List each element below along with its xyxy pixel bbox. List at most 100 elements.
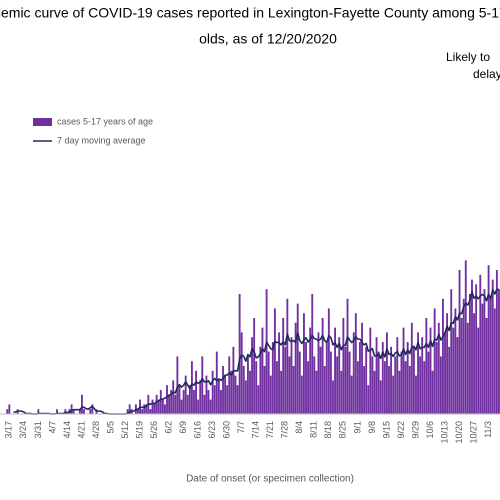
bar	[483, 289, 486, 414]
bar	[203, 394, 206, 414]
bar	[313, 356, 316, 414]
x-tick-label: 8/18	[323, 421, 333, 439]
bar	[377, 351, 380, 414]
x-tick-label: 4/7	[47, 421, 57, 434]
bar	[228, 356, 231, 414]
bar	[491, 279, 494, 414]
x-tick-label: 9/22	[396, 421, 406, 439]
x-axis-title: Date of onset (or specimen collection)	[186, 474, 354, 485]
bar	[141, 409, 144, 414]
bar	[205, 375, 208, 414]
bar	[406, 342, 409, 414]
bar	[170, 390, 173, 414]
x-tick-label: 8/25	[338, 421, 348, 439]
bar	[327, 308, 330, 414]
annotation: delay	[473, 67, 500, 81]
bar	[498, 289, 500, 414]
bar	[292, 366, 295, 414]
bar	[435, 342, 438, 414]
bar	[468, 294, 471, 414]
chart-title: demic curve of COVID-19 cases reported i…	[0, 5, 500, 21]
bar	[6, 409, 9, 414]
bar	[305, 342, 307, 414]
bar	[388, 366, 390, 414]
bar	[329, 351, 332, 414]
legend-label: 7 day moving average	[57, 135, 146, 145]
bar	[307, 361, 310, 414]
bar	[385, 332, 388, 414]
bar	[296, 303, 299, 414]
bar	[261, 327, 264, 414]
bar	[425, 318, 428, 414]
bar	[166, 385, 168, 414]
bar	[269, 375, 272, 414]
bar	[350, 375, 353, 414]
bar	[464, 260, 467, 414]
bar	[442, 298, 444, 414]
bar	[182, 390, 185, 414]
bar	[153, 404, 156, 414]
bar	[197, 399, 200, 414]
bar	[180, 399, 183, 414]
bar	[419, 356, 422, 414]
bar	[383, 361, 386, 414]
bar	[298, 351, 301, 414]
bar	[473, 313, 475, 414]
bar	[267, 351, 270, 414]
bar	[421, 337, 424, 414]
bar	[365, 346, 368, 414]
annotation: Likely to	[446, 50, 490, 64]
bar	[334, 327, 336, 414]
bar	[91, 404, 94, 414]
bar	[255, 361, 258, 414]
bar	[174, 394, 177, 414]
bar	[145, 404, 148, 414]
bar	[249, 370, 251, 414]
moving-average-line	[13, 288, 500, 415]
bar	[466, 322, 469, 414]
bar	[89, 409, 92, 414]
bar	[493, 308, 496, 414]
bar	[251, 337, 254, 414]
x-tick-label: 6/23	[207, 421, 217, 439]
bar	[128, 404, 131, 414]
bar	[215, 351, 218, 414]
bar	[417, 332, 419, 414]
bar	[439, 356, 442, 414]
chart-subtitle: olds, as of 12/20/2020	[199, 31, 337, 47]
bar	[284, 346, 287, 414]
bar	[8, 404, 11, 414]
x-tick-label: 6/16	[193, 421, 203, 439]
x-tick-label: 5/19	[134, 421, 144, 439]
bar	[433, 308, 436, 414]
bar	[477, 327, 480, 414]
bar	[78, 409, 81, 414]
bar	[300, 375, 303, 414]
bar	[460, 318, 463, 414]
bar	[321, 318, 324, 414]
bar	[359, 342, 361, 414]
bar	[495, 270, 498, 414]
bar	[487, 265, 490, 414]
bar	[462, 298, 465, 414]
x-tick-label: 9/29	[410, 421, 420, 439]
bar	[81, 394, 83, 414]
x-tick-label: 6/2	[163, 421, 173, 434]
bar	[396, 337, 399, 414]
bar	[338, 337, 341, 414]
bar	[315, 370, 318, 414]
bar	[303, 313, 305, 414]
x-tick-label: 5/26	[149, 421, 159, 439]
bar	[369, 327, 372, 414]
bar	[226, 385, 229, 414]
bar	[431, 370, 434, 414]
bar	[400, 351, 403, 414]
bar	[157, 399, 160, 414]
x-tick-label: 7/28	[280, 421, 290, 439]
bar	[172, 380, 175, 414]
bar	[361, 322, 363, 414]
bar	[271, 342, 274, 414]
bar	[190, 361, 193, 414]
bar	[437, 322, 440, 414]
bar	[70, 404, 73, 414]
